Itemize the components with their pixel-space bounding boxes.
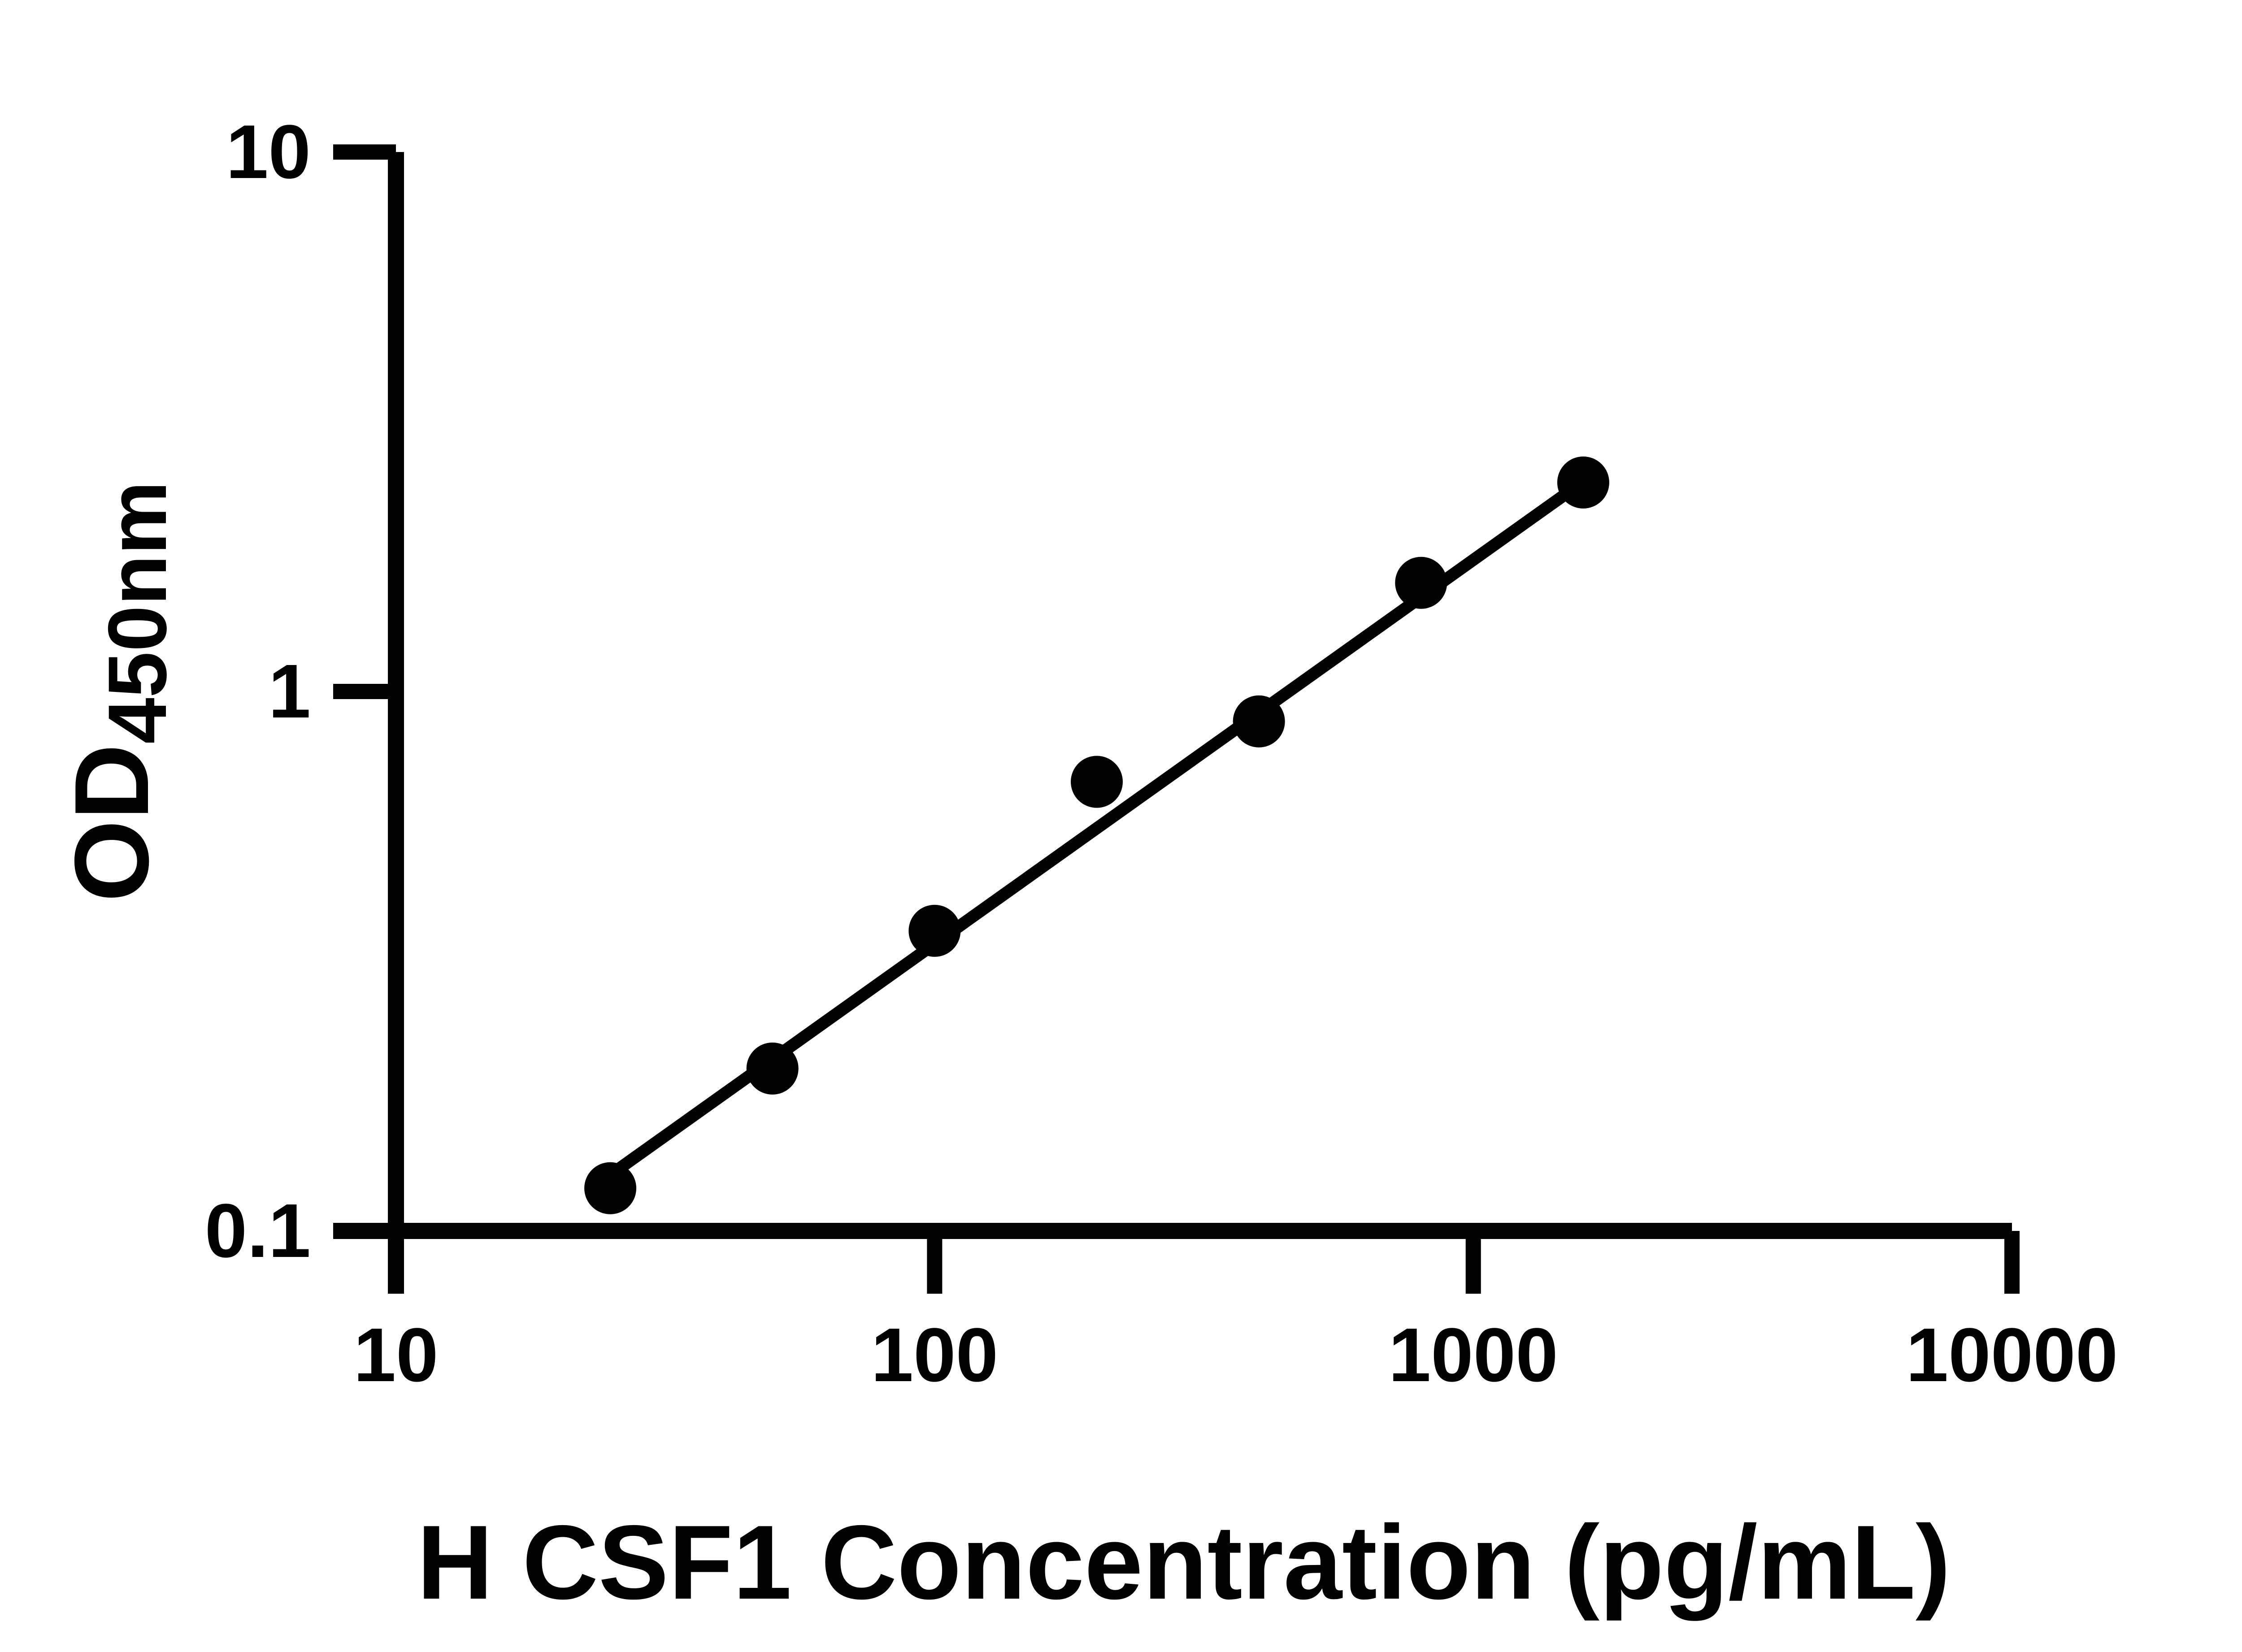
y-axis-title-subscript: 450nm	[91, 481, 184, 744]
axis-ticks	[333, 144, 2020, 1294]
x-tick-label: 1000	[1389, 1313, 1558, 1398]
data-point	[746, 1042, 799, 1095]
y-axis-title: OD450nm	[52, 481, 184, 902]
y-axis-title-main: OD	[52, 744, 170, 902]
data-point	[1395, 556, 1447, 609]
axes	[333, 152, 2012, 1294]
y-tick-label: 1	[268, 649, 311, 734]
y-tick-label: 10	[226, 109, 311, 195]
x-tick-label: 100	[871, 1313, 999, 1398]
y-tick-label: 0.1	[205, 1188, 311, 1274]
axis-tick-labels: 0.1 1 10 10 100 1000 10000	[205, 109, 2118, 1398]
data-point	[1557, 456, 1609, 509]
x-axis-title: H CSF1 Concentration (pg/mL)	[417, 1503, 1951, 1621]
data-point	[1070, 756, 1123, 808]
data-point	[584, 1162, 637, 1214]
data-point	[1233, 695, 1285, 748]
x-tick-label: 10000	[1906, 1313, 2118, 1398]
x-tick-label: 10	[353, 1313, 438, 1398]
data-points	[584, 456, 1609, 1214]
data-point	[908, 904, 961, 957]
